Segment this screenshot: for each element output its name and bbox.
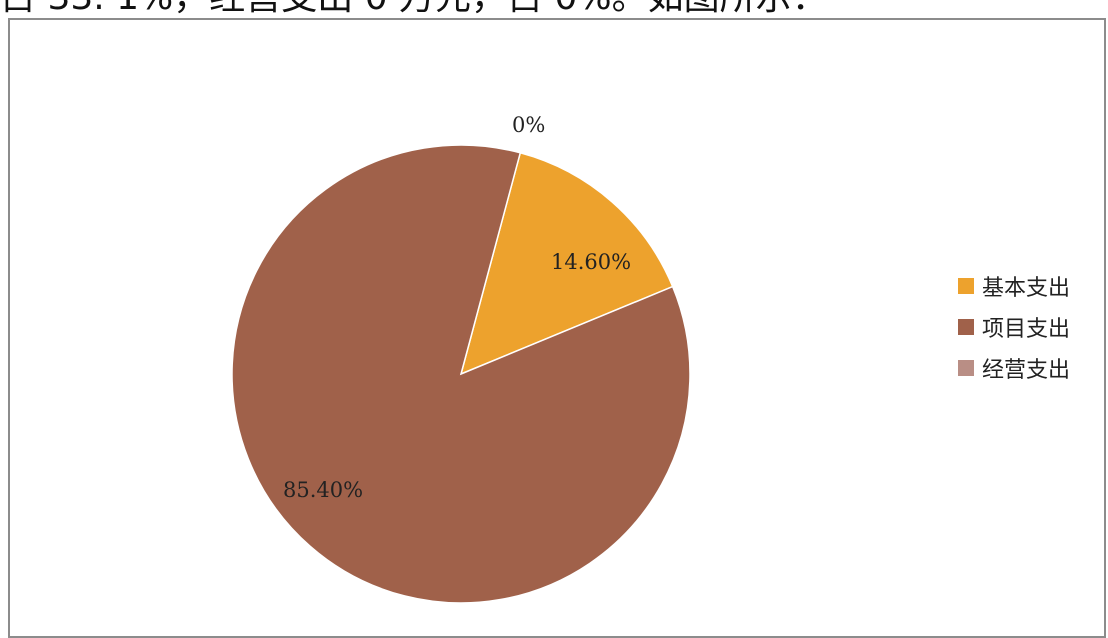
legend-swatch-basic [958, 277, 974, 294]
legend-swatch-operating [958, 359, 974, 376]
legend-item-operating: 经营支出 [958, 347, 1070, 388]
pie-slice-basic [459, 151, 674, 376]
legend-label-project: 项目支出 [982, 316, 1071, 342]
legend-label-operating: 经营支出 [982, 357, 1071, 383]
legend-swatch-project [958, 318, 974, 335]
data-label-operating: 0% [512, 113, 546, 137]
pie-slice-project [231, 144, 691, 604]
legend-label-basic: 基本支出 [982, 275, 1071, 301]
legend: 基本支出 项目支出 经营支出 [958, 265, 1070, 388]
pie-chart [231, 144, 691, 604]
legend-item-project: 项目支出 [958, 306, 1070, 347]
legend-item-basic: 基本支出 [958, 265, 1070, 306]
data-label-basic: 14.60% [551, 250, 632, 274]
data-label-project: 85.40% [283, 478, 364, 502]
header-text: 占 33. 1%，经营支出 0 万元，占 0%。如图所示： [0, 0, 1108, 18]
